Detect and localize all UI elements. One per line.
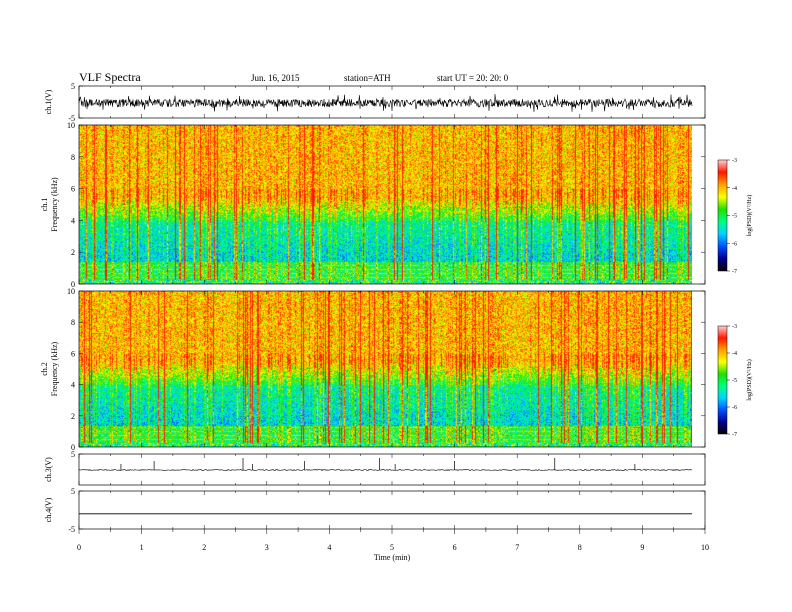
x-tick-label: 6 (453, 543, 457, 552)
x-tick-label: 8 (578, 543, 582, 552)
spectrogram-ch1-plot (79, 125, 692, 284)
y-tick-label: 0 (71, 280, 75, 289)
x-tick-label: 7 (515, 543, 519, 552)
waveform-ch3-ylabel: ch.3(V) (44, 457, 53, 482)
chart-title: VLF Spectra (79, 70, 141, 84)
y-tick-label: -5 (68, 114, 75, 123)
colorbar-tick-label: -5 (732, 214, 737, 220)
y-tick-label: 2 (71, 412, 75, 421)
x-tick-label: 10 (701, 543, 709, 552)
colorbar-ch1: -3 -4 -5 -6 -7 log(PSD)(V²/Hz) (717, 158, 753, 275)
colorbar-tick-label: -4 (732, 186, 737, 192)
y-tick-label: 2 (71, 248, 75, 257)
x-tick-label: 4 (327, 543, 331, 552)
colorbar-ch2: -3 -4 -5 -6 -7 log(PSD)(V²/Hz) (717, 324, 753, 438)
x-tick-label: 9 (640, 543, 644, 552)
colorbar-tick-label: -7 (732, 269, 737, 275)
y-tick-label: 8 (71, 318, 75, 327)
waveform-ch4-frame (78, 490, 706, 530)
waveform-ch3-plot (78, 458, 693, 472)
spectrogram-ch1-image (79, 125, 692, 284)
colorbar-tick-label: -3 (732, 158, 737, 164)
waveform-ch1-frame (78, 85, 706, 119)
waveform-ch1-ylabel: ch.1(V) (44, 89, 53, 114)
date-label: Jun. 16, 2015 (251, 73, 300, 83)
colorbar-tick-label: -5 (732, 378, 737, 384)
x-tick-label: 1 (140, 543, 144, 552)
colorbar-tick-label: -6 (732, 241, 737, 247)
waveform-ch3-frame (78, 453, 706, 486)
colorbar-ch2-label: log(PSD)(V²/Hz) (746, 359, 753, 400)
x-tick-label: 2 (202, 543, 206, 552)
x-tick-label: 0 (77, 543, 81, 552)
y-tick-label: 8 (71, 153, 75, 162)
x-axis-label: Time (min) (374, 553, 411, 562)
x-tick-label: 5 (390, 543, 394, 552)
y-tick-label: 6 (71, 349, 75, 358)
station-label: station=ATH (344, 73, 391, 83)
start-time-label: start UT = 20: 20: 0 (437, 73, 509, 83)
colorbar-tick-label: -3 (732, 324, 737, 330)
y-tick-label: 6 (71, 185, 75, 194)
y-tick-label: 5 (71, 487, 75, 496)
y-tick-label: 0 (71, 443, 75, 452)
spectrogram-ch2-ylabel-frequency: Frequency (kHz) (50, 341, 59, 396)
y-tick-label: -5 (68, 525, 75, 534)
y-tick-label: 5 (71, 450, 75, 459)
colorbar-tick-label: -7 (732, 432, 737, 438)
colorbar-tick-label: -6 (732, 405, 737, 411)
waveform-ch4-ylabel: ch.4(V) (44, 497, 53, 522)
y-tick-label: 5 (71, 82, 75, 91)
x-tick-label: 3 (265, 543, 269, 552)
y-tick-label: 10 (67, 121, 75, 130)
spectrogram-ch1-ylabel-frequency: Frequency (kHz) (50, 177, 59, 232)
colorbar-tick-label: -4 (732, 351, 737, 357)
spectrogram-ch2-image (79, 291, 692, 447)
colorbar-ch1-label: log(PSD)(V²/Hz) (746, 195, 753, 236)
waveform-ch3-trace (78, 468, 693, 472)
y-tick-label: 10 (67, 287, 75, 296)
y-tick-label: 4 (71, 381, 75, 390)
colorbar-ch2-scale (717, 325, 728, 435)
spectrogram-ch1-ylabel-channel: ch.1 (40, 198, 49, 212)
waveform-ch1-plot (78, 93, 693, 112)
y-tick-label: 4 (71, 216, 75, 225)
waveform-ch1-trace (78, 93, 693, 112)
spectrogram-ch2-plot (79, 291, 692, 447)
spectrogram-ch2-ylabel-channel: ch.2 (40, 362, 49, 376)
colorbar-ch1-scale (717, 159, 728, 272)
